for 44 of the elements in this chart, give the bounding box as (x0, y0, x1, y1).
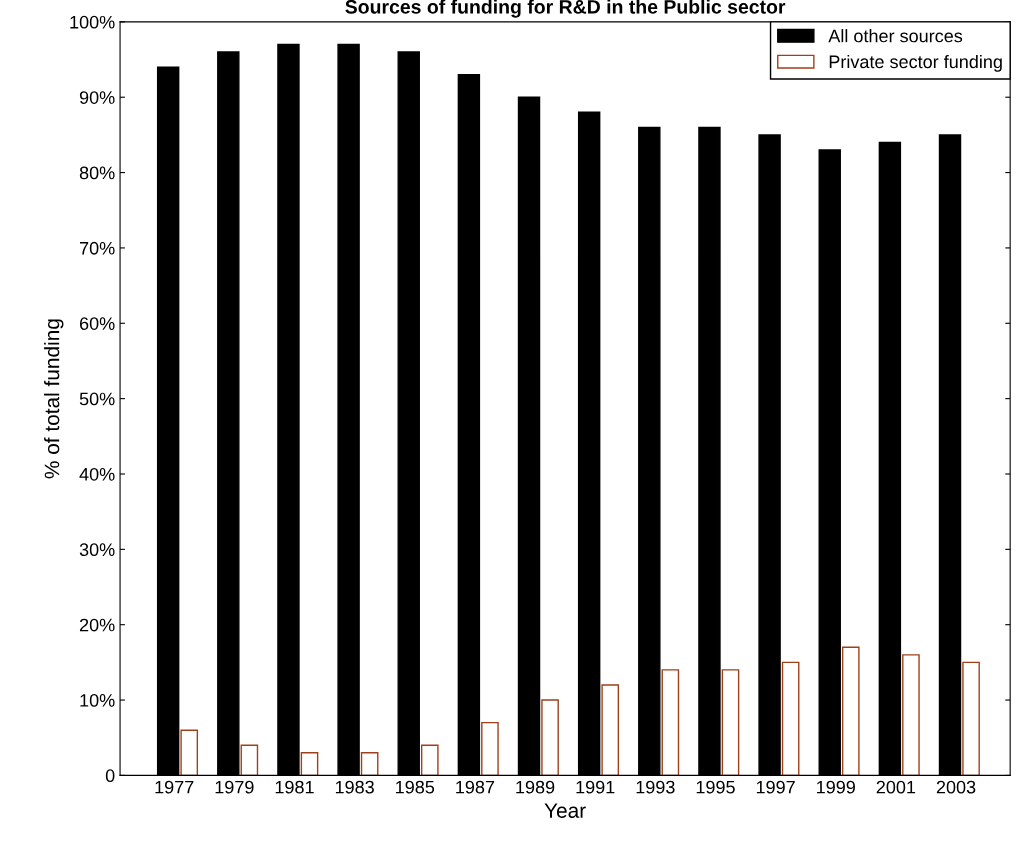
bar (902, 654, 920, 776)
y-tick-label: 30% (79, 543, 115, 557)
x-tick-label: 1989 (516, 780, 555, 794)
legend-label: All other sources (828, 29, 963, 43)
bar (420, 744, 439, 776)
bar (360, 752, 379, 776)
x-tick-label: 1995 (696, 780, 735, 794)
legend-label: Private sector funding (829, 54, 1002, 72)
bar (240, 744, 259, 776)
bar (841, 646, 860, 776)
bar (300, 752, 319, 776)
y-tick-label: 80% (79, 166, 115, 180)
bar (781, 661, 800, 776)
x-tick-label: 1987 (456, 780, 495, 794)
bar (481, 721, 499, 776)
x-tick-label: 1993 (636, 780, 675, 794)
y-tick-label: 10% (80, 693, 115, 707)
y-tick-label: 40% (79, 467, 115, 481)
y-tick-label: 20% (79, 618, 115, 632)
bar (721, 669, 740, 776)
y-tick-label: 60% (79, 317, 115, 330)
y-tick-label: 0 (105, 769, 115, 783)
chart-title: Sources of funding for R&D in the Public sector (345, 0, 786, 18)
x-tick-label: 1981 (275, 780, 314, 794)
x-tick-label: 1999 (817, 780, 855, 794)
x-tick-label: 1979 (215, 780, 254, 794)
y-tick-label: 50% (79, 392, 115, 406)
y-tick-label: 90% (79, 91, 115, 104)
bar (661, 669, 680, 776)
x-tick-label: 1991 (576, 780, 615, 794)
x-tick-label: 1983 (335, 780, 374, 794)
y-tick-label: 100% (70, 15, 115, 29)
bar (180, 729, 199, 776)
y-tick-label: 70% (79, 241, 115, 255)
x-tick-label: 1997 (756, 780, 795, 794)
y-axis-title: % of total funding (44, 319, 64, 479)
bar (601, 684, 620, 776)
x-tick-label: 1977 (155, 780, 194, 794)
bar (962, 661, 980, 776)
x-tick-label: 2003 (936, 780, 976, 794)
x-tick-label: 2001 (876, 780, 916, 794)
x-tick-label: 1985 (396, 780, 435, 794)
bar (541, 699, 559, 776)
x-axis-title: Year (544, 803, 586, 818)
